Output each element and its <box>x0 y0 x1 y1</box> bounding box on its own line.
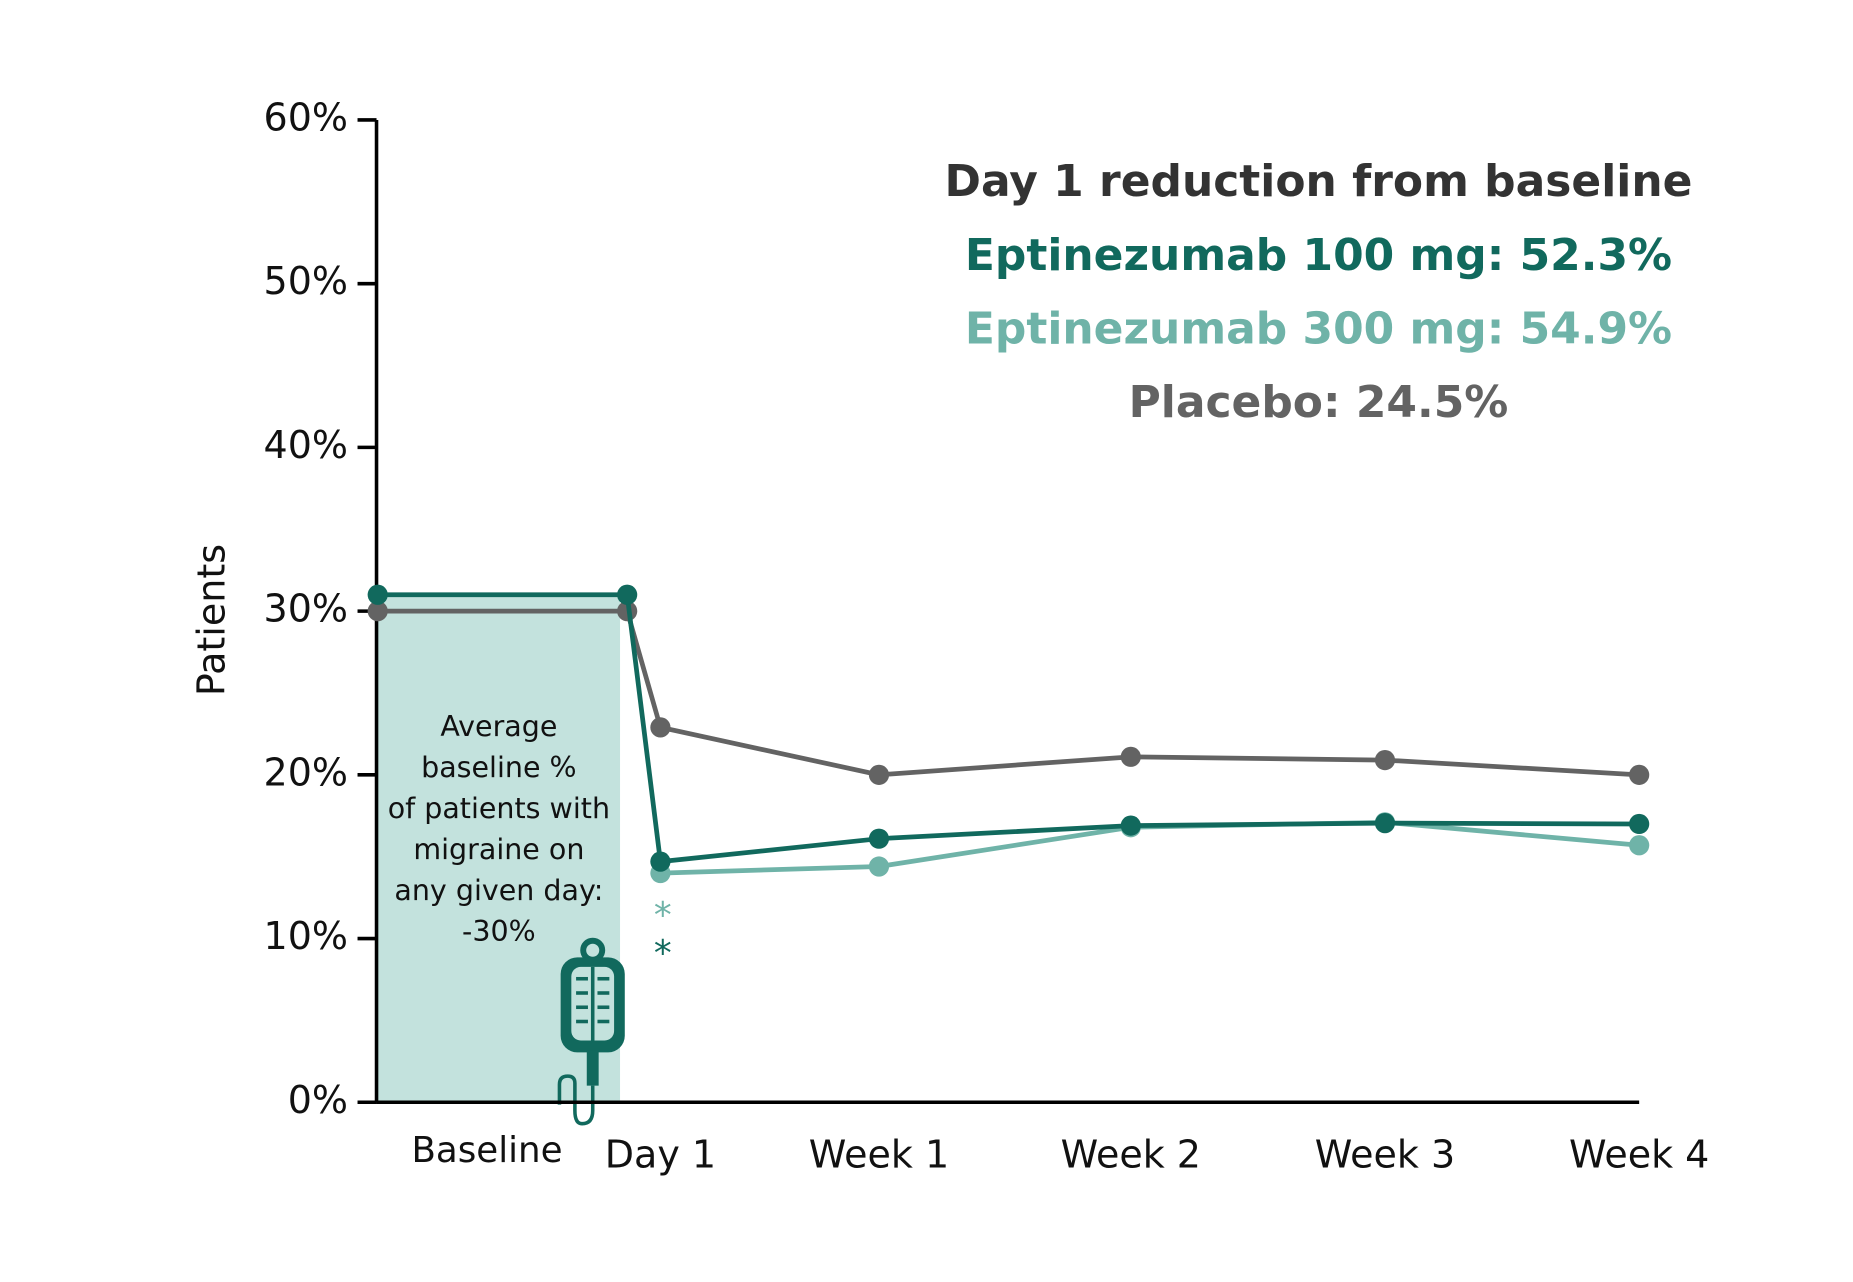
data-point <box>868 856 890 877</box>
annotation: Eptinezumab 300 mg: 54.9% <box>965 303 1672 354</box>
baseline-note: any given day: <box>394 874 603 907</box>
data-point <box>617 584 638 605</box>
x-tick-label: Day 1 <box>605 1132 716 1176</box>
data-point <box>1629 835 1650 856</box>
annotation: Eptinezumab 100 mg: 52.3% <box>965 230 1672 281</box>
data-point <box>650 851 671 872</box>
data-point <box>367 584 388 605</box>
data-point <box>1374 750 1396 771</box>
baseline-note: -30% <box>462 915 536 948</box>
plot: Patients Baseline Average baseline % of pa… <box>189 95 1709 1176</box>
y-tick-label: 50% <box>264 259 348 303</box>
annotation: Day 1 reduction from baseline <box>944 156 1692 207</box>
data-point <box>650 717 671 738</box>
data-point <box>868 764 890 785</box>
significance-marker: * <box>654 895 672 936</box>
x-tick-label: Week 3 <box>1315 1132 1455 1176</box>
baseline-note: of patients with <box>388 792 610 825</box>
y-tick-label: 30% <box>264 587 348 631</box>
y-tick-label: 10% <box>264 914 348 958</box>
y-axis-label: Patients <box>189 544 233 696</box>
y-tick-label: 60% <box>264 95 348 139</box>
iv-tube <box>557 1074 595 1126</box>
data-point <box>1629 813 1650 835</box>
data-point <box>1120 746 1141 767</box>
baseline-note: migraine on <box>413 833 584 866</box>
x-tick-label: Week 1 <box>809 1132 949 1176</box>
x-tick-label: Week 2 <box>1061 1132 1201 1176</box>
y-tick-label: 40% <box>264 423 348 467</box>
iv-port <box>586 1050 599 1086</box>
iv-bag-icon <box>557 937 625 1126</box>
baseline-label: Baseline <box>411 1130 562 1171</box>
annotation: Placebo: 24.5% <box>1129 377 1509 428</box>
baseline-note: Average <box>440 710 557 743</box>
y-tick-label: 20% <box>264 750 348 794</box>
data-point <box>868 828 890 849</box>
baseline-note: baseline % <box>421 751 577 784</box>
significance-marker: * <box>654 933 672 974</box>
y-tick-label: 0% <box>288 1078 348 1122</box>
data-point <box>1374 813 1396 834</box>
data-point <box>1120 815 1141 836</box>
data-point <box>1629 764 1650 785</box>
x-tick-label: Week 4 <box>1569 1132 1709 1176</box>
data-point <box>367 601 388 622</box>
